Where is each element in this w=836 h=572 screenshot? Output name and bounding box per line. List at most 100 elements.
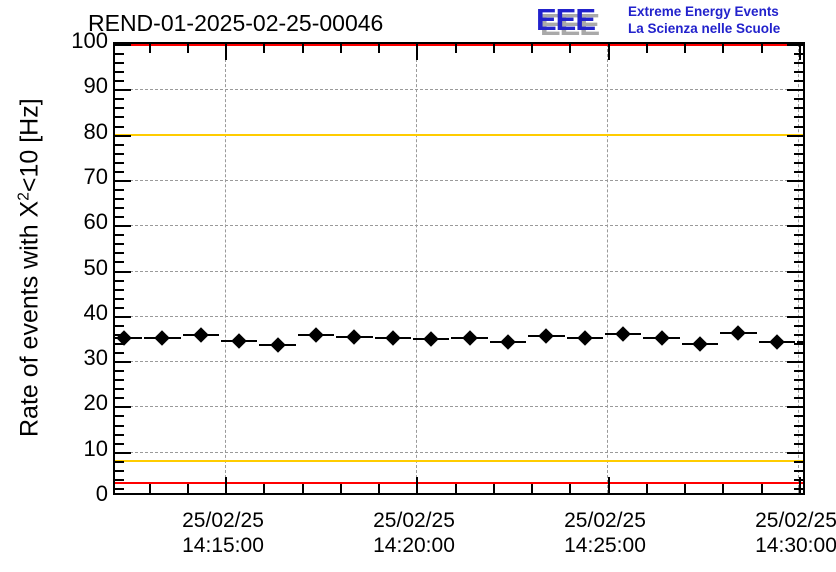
y-axis-minor-tick [115, 460, 124, 463]
y-axis-major-tick [115, 225, 131, 228]
y-axis-minor-tick-right [794, 478, 803, 481]
data-point-marker[interactable] [500, 333, 516, 350]
y-axis-minor-tick [115, 469, 124, 472]
h-gridline [115, 361, 803, 363]
eee-logo-letters-front: EEE [536, 2, 596, 37]
threshold-line-upper-warning [115, 133, 803, 136]
y-tick-label: 90 [83, 73, 108, 99]
y-axis-minor-tick-right [794, 424, 803, 427]
y-axis-major-tick [115, 89, 131, 92]
x-axis-minor-tick-top [454, 44, 457, 53]
x-tick-label: 25/02/25 14:20:00 [334, 508, 494, 558]
data-point-marker[interactable] [423, 331, 439, 348]
x-axis-minor-tick [186, 484, 189, 493]
y-axis-minor-tick [115, 342, 124, 345]
data-point-marker[interactable] [692, 336, 708, 353]
y-axis-minor-tick [115, 107, 124, 110]
x-axis-minor-tick [492, 484, 495, 493]
y-axis-minor-tick-right [794, 243, 803, 246]
y-axis-minor-tick [115, 397, 124, 400]
h-gridline [115, 315, 803, 317]
y-axis-minor-tick-right [794, 80, 803, 83]
eee-logo-line2: La Scienza nelle Scuole [628, 21, 781, 36]
y-axis-minor-tick [115, 161, 124, 164]
x-axis-major-tick-top [225, 44, 227, 60]
y-axis-minor-tick-right [794, 234, 803, 237]
y-axis-major-tick-right [787, 179, 803, 182]
y-axis-minor-tick [115, 297, 124, 300]
x-tick-label: 25/02/25 14:25:00 [525, 508, 685, 558]
data-point-marker[interactable] [730, 325, 747, 341]
y-axis-minor-tick-right [794, 216, 803, 219]
y-axis-major-tick-right [787, 451, 803, 454]
x-axis-minor-tick-top [760, 44, 763, 53]
data-point-marker[interactable] [346, 328, 363, 345]
v-gridline [607, 44, 608, 493]
data-point-marker[interactable] [615, 326, 631, 343]
y-axis-minor-tick-right [794, 306, 803, 309]
y-tick-label: 60 [83, 209, 108, 235]
x-axis-minor-tick [378, 484, 380, 493]
data-point-marker[interactable] [769, 334, 785, 350]
data-point-marker[interactable] [308, 327, 324, 344]
y-axis-minor-tick-right [794, 352, 803, 355]
y-axis-minor-tick [115, 478, 124, 481]
y-tick-label: 20 [83, 390, 108, 416]
eee-logo-text: Extreme Energy Events La Scienza nelle S… [628, 3, 780, 37]
y-axis-minor-tick [115, 143, 124, 146]
y-axis-major-tick-right [787, 406, 803, 409]
data-point-marker[interactable] [461, 330, 478, 346]
y-axis-minor-tick-right [794, 370, 803, 373]
y-axis-minor-tick [115, 152, 124, 155]
x-axis-minor-tick-top [569, 44, 572, 53]
v-gridline [416, 44, 417, 493]
y-axis-major-tick-right [787, 44, 803, 46]
data-point-marker[interactable] [538, 327, 555, 344]
h-gridline [115, 270, 803, 272]
data-point-marker[interactable] [653, 329, 670, 346]
y-tick-label: 50 [83, 254, 108, 280]
data-point-errorbar [797, 340, 803, 343]
x-axis-minor-tick-top [263, 44, 266, 53]
data-point-marker[interactable] [193, 327, 209, 344]
x-tick-label-date: 25/02/25 [373, 509, 455, 532]
data-point-marker[interactable] [154, 330, 171, 346]
x-axis-minor-tick-top [722, 44, 725, 53]
y-axis-minor-tick [115, 198, 124, 201]
y-axis-minor-tick [115, 188, 124, 191]
v-gridline [225, 44, 226, 493]
x-axis-minor-tick-top [186, 44, 189, 53]
x-tick-label: 25/02/25 14:30:00 [716, 508, 836, 558]
x-axis-major-tick-top [798, 44, 801, 60]
y-axis-minor-tick [115, 53, 124, 56]
x-axis-minor-tick [148, 484, 151, 493]
data-point-marker[interactable] [231, 332, 247, 349]
y-axis-major-tick [115, 44, 131, 46]
x-tick-label-time: 14:15:00 [182, 534, 264, 557]
y-axis-minor-tick-right [794, 125, 803, 128]
x-axis-minor-tick-top [531, 44, 533, 53]
data-point-marker[interactable] [577, 329, 593, 346]
x-tick-label-time: 14:25:00 [564, 534, 646, 557]
y-axis-major-tick [115, 134, 131, 137]
page-title: REND-01-2025-02-25-00046 [88, 10, 384, 36]
data-point-marker[interactable] [269, 337, 286, 353]
y-axis-minor-tick-right [794, 188, 803, 191]
v-gridline [798, 44, 799, 493]
y-axis-minor-tick-right [794, 107, 803, 110]
x-axis-major-tick [225, 477, 227, 493]
x-axis-major-tick-top [416, 44, 419, 60]
y-axis-minor-tick-right [794, 161, 803, 164]
plot-inner [115, 44, 803, 493]
y-axis-minor-tick [115, 306, 124, 309]
data-point-marker[interactable] [385, 330, 401, 347]
x-axis-minor-tick-top [684, 44, 686, 53]
threshold-line-lower-warning [115, 459, 803, 462]
x-tick-label-time: 14:30:00 [755, 534, 836, 557]
y-axis-minor-tick [115, 379, 124, 382]
x-axis-minor-tick-top [339, 44, 342, 53]
y-axis-minor-tick-right [794, 252, 803, 255]
x-axis-minor-tick [684, 484, 686, 493]
y-axis-minor-tick [115, 415, 124, 418]
